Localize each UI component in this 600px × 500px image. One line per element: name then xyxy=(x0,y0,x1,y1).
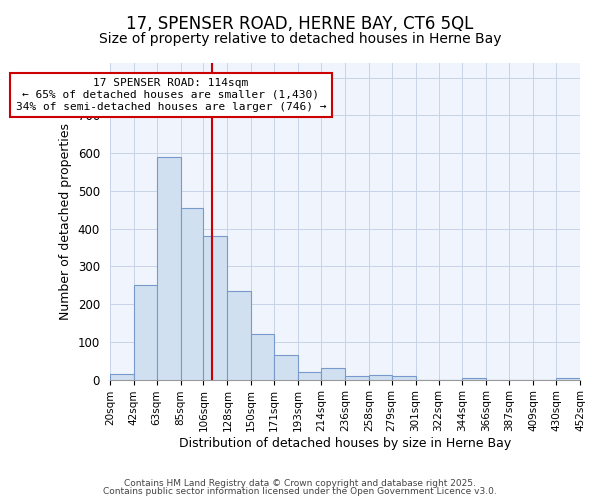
Text: Contains public sector information licensed under the Open Government Licence v3: Contains public sector information licen… xyxy=(103,487,497,496)
Bar xyxy=(110,374,134,380)
Bar xyxy=(227,291,251,380)
Bar xyxy=(463,378,487,380)
Bar xyxy=(157,157,181,380)
Bar xyxy=(298,372,321,380)
Bar xyxy=(369,375,392,380)
Bar xyxy=(251,334,274,380)
Text: Size of property relative to detached houses in Herne Bay: Size of property relative to detached ho… xyxy=(99,32,501,46)
Bar xyxy=(345,376,369,380)
Text: 17, SPENSER ROAD, HERNE BAY, CT6 5QL: 17, SPENSER ROAD, HERNE BAY, CT6 5QL xyxy=(127,15,473,33)
Bar xyxy=(274,355,298,380)
Bar xyxy=(134,285,157,380)
Text: 17 SPENSER ROAD: 114sqm
← 65% of detached houses are smaller (1,430)
34% of semi: 17 SPENSER ROAD: 114sqm ← 65% of detache… xyxy=(16,78,326,112)
Text: Contains HM Land Registry data © Crown copyright and database right 2025.: Contains HM Land Registry data © Crown c… xyxy=(124,478,476,488)
Bar xyxy=(556,378,580,380)
Bar xyxy=(181,208,203,380)
Bar xyxy=(392,376,416,380)
Bar xyxy=(321,368,345,380)
X-axis label: Distribution of detached houses by size in Herne Bay: Distribution of detached houses by size … xyxy=(179,437,511,450)
Y-axis label: Number of detached properties: Number of detached properties xyxy=(59,122,72,320)
Bar xyxy=(203,236,227,380)
